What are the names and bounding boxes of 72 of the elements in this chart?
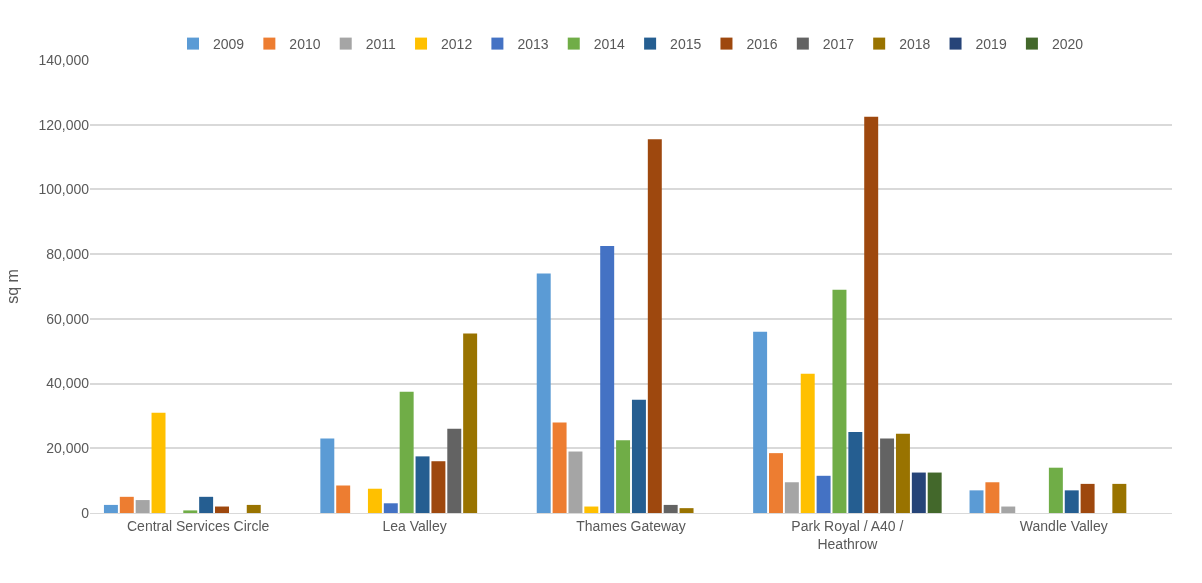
- bar: [151, 412, 166, 513]
- legend-label: 2017: [822, 36, 855, 53]
- legend-label: 2015: [670, 36, 702, 53]
- bar: [1064, 490, 1079, 513]
- bar: [969, 490, 984, 513]
- y-tick-label: 100,000: [38, 181, 90, 198]
- bar: [616, 440, 631, 513]
- bar: [552, 422, 567, 513]
- bar: [769, 453, 783, 513]
- legend-label: 2019: [975, 36, 1007, 53]
- bar: [864, 116, 879, 513]
- legend-label: 2018: [899, 36, 931, 53]
- bar: [880, 438, 895, 513]
- bar: [135, 500, 150, 513]
- bar: [600, 246, 615, 513]
- bar: [431, 461, 446, 513]
- y-axis-title: sq m: [4, 269, 22, 304]
- y-tick-label: 120,000: [38, 116, 90, 133]
- bar: [447, 428, 462, 513]
- bar: [1080, 483, 1095, 513]
- bar: [679, 508, 694, 513]
- legend-label: 2020: [1051, 36, 1084, 53]
- bar: [415, 456, 430, 513]
- bar: [816, 475, 831, 513]
- bar: [536, 273, 551, 513]
- bar: [383, 503, 398, 513]
- bar: [832, 289, 847, 513]
- y-tick-label: 40,000: [46, 375, 90, 392]
- bar: [895, 433, 910, 513]
- legend-label: 2009: [213, 36, 245, 53]
- legend-label: 2016: [746, 36, 778, 53]
- bar: [103, 504, 118, 513]
- bar: [199, 496, 214, 513]
- bar: [911, 472, 926, 513]
- bar: [568, 451, 583, 513]
- bar: [1048, 467, 1063, 513]
- bar: [119, 496, 134, 513]
- bar: [663, 504, 678, 513]
- bar: [848, 432, 863, 513]
- bar: [1001, 506, 1016, 513]
- bar: [463, 333, 478, 513]
- legend-label: 2010: [289, 36, 321, 53]
- bar: [1112, 483, 1127, 513]
- y-tick-label: 0: [81, 504, 90, 521]
- legend-label: 2011: [365, 36, 397, 53]
- x-tick-label: Park Royal / A40 / Heathrow: [791, 517, 904, 552]
- bar: [367, 488, 382, 513]
- legend-label: 2014: [593, 36, 626, 53]
- bar: [336, 485, 351, 513]
- y-tick-label: 80,000: [46, 246, 90, 263]
- bar: [215, 506, 229, 513]
- x-tick-label: Wandle Valley: [1019, 517, 1108, 534]
- x-tick-label: Thames Gateway: [576, 517, 686, 534]
- bar: [399, 391, 414, 513]
- bar: [784, 482, 799, 513]
- y-tick-label: 60,000: [46, 310, 90, 327]
- y-tick-label: 140,000: [38, 51, 90, 68]
- legend-label: 2013: [517, 36, 549, 53]
- bar: [753, 331, 768, 513]
- bar: [927, 472, 942, 513]
- bar: [246, 504, 261, 513]
- y-tick-label: 20,000: [46, 440, 90, 457]
- x-tick-label: Central Services Circle: [127, 517, 270, 534]
- bar: [800, 373, 815, 513]
- bar: [985, 482, 1000, 513]
- bar: [647, 139, 662, 513]
- x-tick-label: Lea Valley: [382, 517, 447, 534]
- bar: [584, 506, 599, 513]
- bar: [631, 399, 646, 513]
- bar: [183, 510, 198, 513]
- legend-label: 2012: [441, 36, 473, 53]
- bar: [320, 438, 335, 513]
